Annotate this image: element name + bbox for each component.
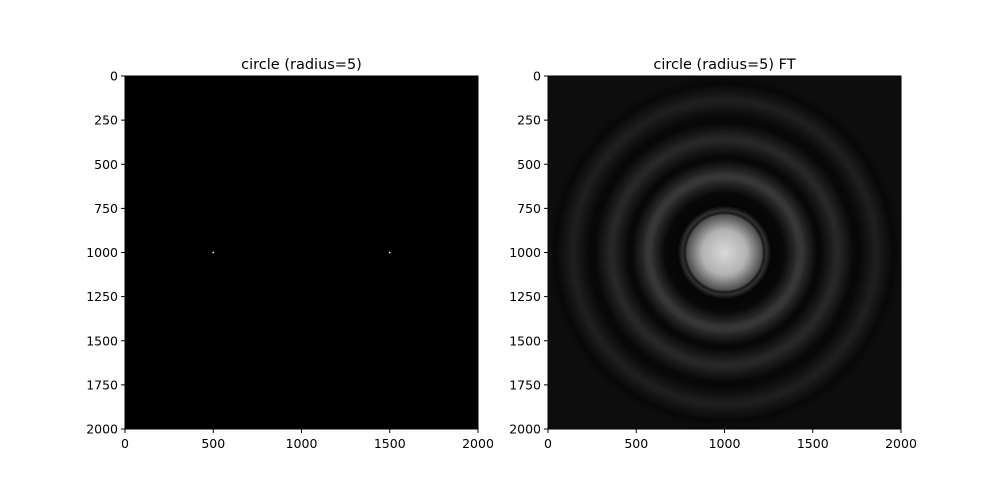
- left-y-tick-label: 500: [94, 157, 118, 172]
- right-x-tick-label: 1500: [797, 436, 829, 451]
- left-y-tick-label: 2000: [86, 422, 118, 437]
- right-y-tick-label: 250: [517, 113, 541, 128]
- right-x-tick-label: 0: [544, 436, 552, 451]
- right-plot-title: circle (radius=5) FT: [653, 57, 795, 73]
- left-y-tick-label: 250: [94, 113, 118, 128]
- left-y-tick-label: 1250: [86, 289, 118, 304]
- right-y-tick-label: 1000: [509, 245, 541, 260]
- left-y-tick-label: 1000: [86, 245, 118, 260]
- right-x-tick-label: 500: [624, 436, 648, 451]
- left-plot: circle (radius=5) 0 500 1000 1500 2000 0 250 5…: [86, 57, 494, 451]
- left-x-tick-label: 1000: [286, 436, 318, 451]
- left-x-tick-label: 500: [201, 436, 225, 451]
- left-y-tick-label: 750: [94, 201, 118, 216]
- right-x-tick-label: 1000: [709, 436, 741, 451]
- left-y-tick-label: 1750: [86, 377, 118, 392]
- right-image-background: [548, 76, 901, 429]
- right-y-tick-label: 1750: [509, 377, 541, 392]
- right-x-tick-label: 2000: [885, 436, 917, 451]
- ft-ring: [644, 172, 805, 333]
- right-y-tick-label: 750: [517, 201, 541, 216]
- circle-point: [212, 251, 215, 254]
- right-y-tick-label: 1500: [509, 333, 541, 348]
- left-x-tick-label: 1500: [374, 436, 406, 451]
- left-x-tick-label: 2000: [462, 436, 494, 451]
- left-y-tick-label: 1500: [86, 333, 118, 348]
- left-x-tick-label: 0: [121, 436, 129, 451]
- circle-point: [388, 251, 391, 254]
- right-y-tick-label: 500: [517, 157, 541, 172]
- right-plot: circle (radius=5) FT 0 500 1000 1500 2000 02…: [509, 57, 917, 451]
- right-y-tick-label: 0: [533, 69, 541, 84]
- left-y-tick-label: 0: [110, 69, 118, 84]
- right-y-tick-label: 1250: [509, 289, 541, 304]
- ft-ring: [607, 135, 842, 370]
- left-plot-title: circle (radius=5): [241, 57, 362, 73]
- ft-central-disk: [683, 211, 766, 294]
- right-y-tick-label: 2000: [509, 422, 541, 437]
- ft-ring: [568, 96, 881, 409]
- left-image-background: [125, 76, 478, 429]
